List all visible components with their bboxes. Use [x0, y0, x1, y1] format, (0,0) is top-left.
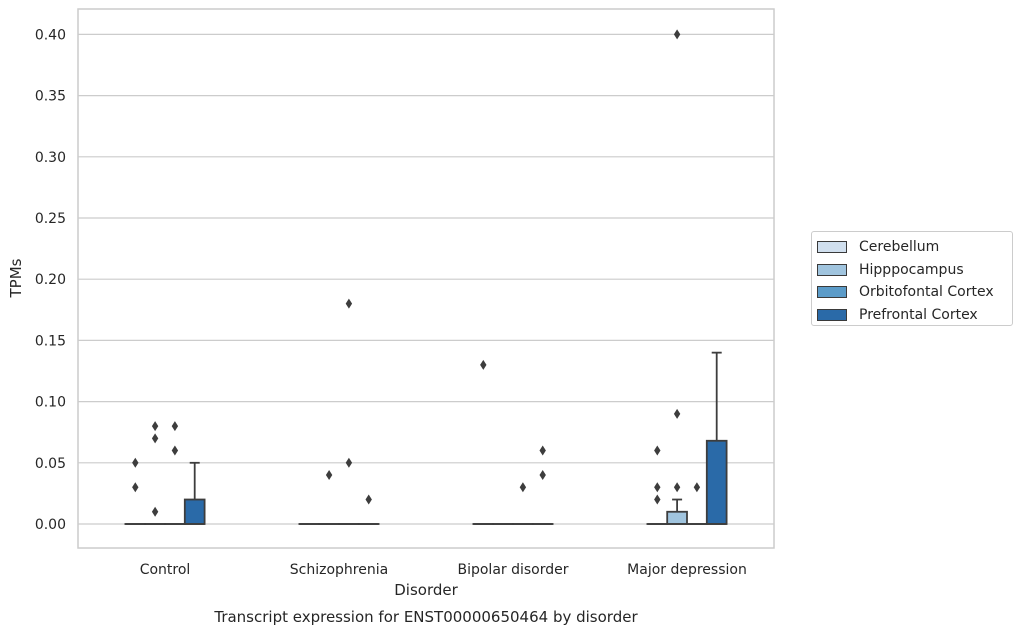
outlier-point: [345, 457, 353, 468]
outlier-point: [365, 494, 372, 505]
outlier-point: [171, 421, 179, 432]
legend-swatch: [817, 286, 847, 299]
x-axis-label: Disorder: [394, 581, 458, 599]
y-tick-labels: 0.00 0.05 0.10 0.15 0.20 0.25 0.30 0.35 0.40: [35, 27, 66, 533]
outlier-point: [151, 506, 159, 517]
outlier-point: [654, 445, 661, 456]
outlier-point: [151, 433, 159, 444]
outlier-point: [673, 29, 681, 40]
legend-label: Hipppocampus: [859, 261, 964, 278]
outlier-point: [345, 298, 353, 309]
legend-label: Cerebellum: [859, 239, 940, 256]
outlier-point: [654, 494, 661, 505]
legend-item: Cerebellum: [817, 236, 1012, 259]
x-tick-label: Control: [140, 562, 191, 578]
box: [183, 498, 206, 525]
y-tick-label: 0.25: [35, 211, 66, 227]
y-tick-label: 0.30: [35, 150, 66, 166]
x-tick-label: Schizophrenia: [290, 562, 388, 578]
y-tick-label: 0.20: [35, 272, 66, 288]
outlier-point: [171, 445, 179, 456]
legend-item: Prefrontal Cortex: [817, 304, 1012, 327]
y-tick-label: 0.10: [35, 395, 66, 411]
outlier-point: [519, 482, 527, 493]
y-tick-label: 0.35: [35, 89, 66, 105]
gridlines: [78, 33, 774, 525]
legend-item: Orbitofontal Cortex: [817, 281, 1012, 304]
y-tick-label: 0.40: [35, 27, 66, 43]
legend-swatch: [817, 263, 847, 276]
series-hipppocampus: [144, 29, 688, 525]
x-tick-label: Major depression: [627, 562, 747, 578]
y-tick-label: 0.00: [35, 517, 66, 533]
box-series: [124, 29, 728, 525]
y-tick-label: 0.15: [35, 333, 66, 349]
outlier-point: [539, 470, 546, 481]
legend-label: Prefrontal Cortex: [859, 307, 978, 324]
outlier-point: [132, 457, 139, 468]
y-axis-label: TPMs: [7, 258, 25, 298]
series-orbitofontal-cortex: [164, 298, 708, 525]
outlier-point: [673, 482, 681, 493]
y-tick-label: 0.05: [35, 456, 66, 472]
legend-label: Orbitofontal Cortex: [859, 284, 994, 301]
outlier-point: [480, 359, 487, 370]
box: [705, 439, 728, 525]
box: [666, 510, 688, 525]
outlier-point: [654, 482, 661, 493]
outlier-point: [539, 445, 546, 456]
series-cerebellum: [124, 359, 669, 525]
chart-title: Transcript expression for ENST0000065046…: [213, 608, 638, 626]
x-tick-label: Bipolar disorder: [457, 562, 568, 578]
outlier-point: [673, 408, 681, 419]
outlier-point: [693, 482, 701, 493]
legend-swatch: [817, 309, 847, 322]
plot-frame: [77, 8, 775, 549]
legend-swatch: [817, 241, 847, 254]
outlier-point: [151, 421, 159, 432]
outlier-point: [132, 482, 139, 493]
legend: Cerebellum Hipppocampus Orbitofontal Corte…: [811, 231, 1013, 326]
legend-item: Hipppocampus: [817, 259, 1012, 282]
x-tick-labels: Control Schizophrenia Bipolar disorder Majo…: [140, 562, 747, 578]
outlier-point: [325, 470, 333, 481]
series-prefrontal-cortex: [183, 351, 728, 525]
